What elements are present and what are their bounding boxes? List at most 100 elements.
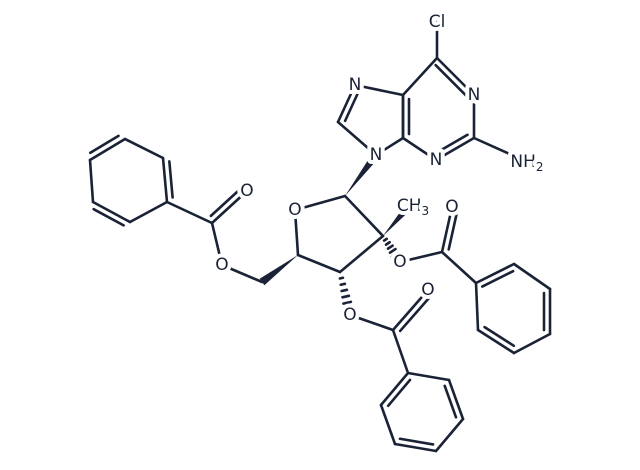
atom-symbol: O [288,200,301,220]
atom-label: O [393,252,406,272]
bond [379,371,410,407]
atom-label: N [430,150,443,170]
bond [435,56,476,97]
atom-label: N [370,145,383,165]
atom-symbol: N [370,145,383,165]
bond [406,371,451,382]
bond [398,295,432,333]
bond [474,262,516,285]
bond [434,136,476,162]
bond [336,83,357,124]
bond [512,262,552,291]
atom-symbol: O [445,197,458,217]
wedge-bond [259,255,298,286]
bond [92,207,125,227]
bond [391,328,410,375]
bond [512,332,552,355]
hash-bond [339,282,347,287]
atom-symbol: NH [510,152,536,172]
atom-symbol: N [430,150,443,170]
hash-bond [390,251,400,258]
bond [398,250,444,264]
atom-symbol: N [349,75,362,95]
atom-label: O [421,280,434,300]
atom-label: CH3 [397,196,429,218]
bond [91,200,132,224]
bond [88,158,95,204]
bond [440,250,478,285]
bond [398,437,435,446]
atom-label: N [468,85,481,105]
atom-label: O [240,181,253,201]
bond [443,384,458,419]
bond [447,378,465,421]
bond [391,288,430,332]
bond [447,210,459,251]
atom-label: NH2 [510,152,543,174]
bond [293,208,300,257]
hash-bond [342,306,355,312]
atom-label: O [215,255,228,275]
hash-bond [340,288,349,293]
bond [165,200,214,225]
bond [476,328,516,355]
bond [474,281,480,332]
bonds [88,20,552,453]
atom-symbol: O [215,255,228,275]
wedge-bond [383,202,414,236]
bond [210,221,224,267]
bond [379,403,397,446]
bond [434,417,465,453]
hash-bond [341,294,351,299]
bond [161,156,169,204]
bond [338,234,385,274]
bond [88,137,127,162]
bond [483,325,516,348]
hash-bond [338,276,345,280]
bond [343,89,361,123]
hash-bond [382,237,389,242]
bond [209,187,242,218]
bond [393,442,438,453]
atom-subscript: 3 [422,204,430,218]
atom-label: O [288,200,301,220]
hash-bond [388,247,397,254]
bond [343,194,385,238]
bond [89,134,120,155]
bond [336,120,378,157]
atom-label: Cl [429,12,446,32]
bond [434,63,469,98]
atom-symbol: O [343,305,356,325]
hash-bond [384,240,391,246]
bond [374,136,405,157]
bond [128,200,169,224]
bond [293,194,347,212]
atom-subscript: 2 [536,160,544,174]
bond [386,378,412,408]
atom-symbol: O [393,252,406,272]
bond [440,205,454,254]
atom-symbol: O [240,181,253,201]
atom-symbol: CH [397,196,422,216]
bond [353,83,405,97]
bond [401,136,438,162]
bond [123,137,165,160]
bond [220,263,264,284]
atom-label: O [445,197,458,217]
atom-symbol: O [421,280,434,300]
bond [296,253,342,274]
bond [210,189,249,225]
bond [168,160,174,199]
hash-bond [342,300,353,305]
hash-bond [386,244,394,250]
bond [401,56,439,97]
bond [348,313,395,332]
atom-symbol: Cl [429,12,446,32]
atom-symbol: N [468,85,481,105]
atom-label: O [343,305,356,325]
bond [472,136,525,162]
bond [435,133,469,155]
